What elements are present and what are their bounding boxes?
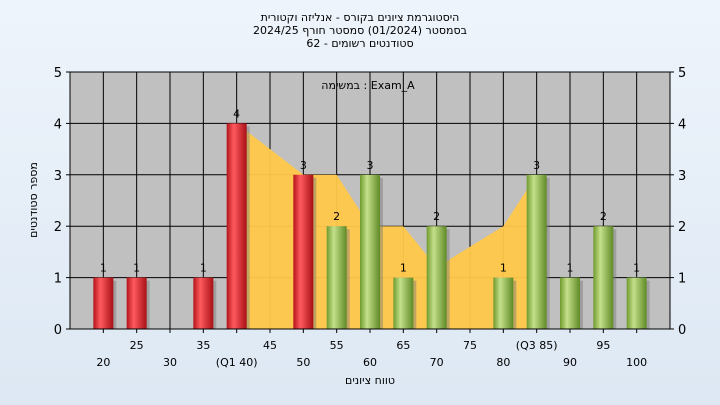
x-tick-label-30: 30 (163, 356, 177, 369)
y-ticks-right: 0 1 2 3 4 5 (670, 66, 686, 338)
data-label-70: 2 (433, 210, 440, 223)
data-label-85: 3 (533, 159, 540, 172)
bar-40 (226, 123, 247, 330)
x-tick-label-90: 90 (563, 356, 577, 369)
data-label-20: 1 (100, 262, 107, 275)
x-tick-label-100: 100 (626, 356, 647, 369)
y-tick-label-right: 5 (678, 66, 686, 81)
data-labels-group: 1 1 1 4 3 2 3 1 2 1 3 1 2 1 (100, 107, 640, 274)
x-tick-label-80: 80 (496, 356, 510, 369)
x-tick-label-40: (Q1 40) (216, 356, 258, 369)
bar-35 (193, 277, 214, 329)
y-tick-label-right: 4 (678, 117, 686, 132)
y-tick-label-right: 3 (678, 169, 686, 184)
x-tick-label-20: 20 (96, 356, 110, 369)
chart-title-line-3: סטודנטים רשומים - 62 (306, 37, 413, 50)
bar-70 (426, 226, 447, 329)
bar-20 (93, 277, 114, 329)
x-axis-label: טווח ציונים (345, 374, 395, 387)
chart-title-line-2: בסמסטר (01/2024) סמסטר חורף 2024/25 (253, 24, 467, 37)
y-tick-label-left: 2 (54, 220, 62, 235)
bar-90 (560, 277, 580, 329)
y-tick-label-right: 0 (678, 323, 686, 338)
bar-50 (293, 174, 314, 329)
data-label-90: 1 (567, 262, 574, 275)
x-tick-label-45: 45 (263, 339, 277, 352)
data-label-60: 3 (367, 159, 374, 172)
x-tick-label-25: 25 (130, 339, 144, 352)
y-tick-label-left: 3 (54, 169, 62, 184)
x-tick-label-95: 95 (596, 339, 610, 352)
data-label-100: 1 (633, 262, 640, 275)
chart-title-line-1: היסטוגרמת ציונים בקורס - אנליזה וקטורית (261, 11, 460, 24)
data-label-50: 3 (300, 159, 307, 172)
data-label-80: 1 (500, 262, 507, 275)
data-label-55: 2 (333, 210, 340, 223)
bar-85 (526, 174, 547, 329)
data-label-35: 1 (200, 262, 207, 275)
bars-group (93, 123, 650, 330)
x-tick-label-35: 35 (196, 339, 210, 352)
x-tick-label-50: 50 (296, 356, 310, 369)
bar-65 (393, 277, 414, 329)
data-label-65: 1 (400, 262, 407, 275)
x-ticks: 20 25 30 35 (Q1 40) 45 50 55 60 65 70 75 80 (Q3 85) 90… (96, 329, 647, 369)
bar-25 (126, 277, 147, 329)
bar-55 (326, 226, 347, 329)
data-label-25: 1 (133, 262, 140, 275)
chart-annotation: במשימה : Exam_A (321, 79, 415, 92)
y-tick-label-left: 5 (54, 66, 62, 81)
bar-60 (360, 174, 380, 329)
y-tick-label-right: 1 (678, 272, 686, 287)
bar-95 (593, 226, 614, 329)
y-tick-label-left: 0 (54, 323, 62, 338)
x-tick-label-65: 65 (396, 339, 410, 352)
x-tick-label-75: 75 (463, 339, 477, 352)
data-label-95: 2 (600, 210, 607, 223)
y-tick-label-right: 2 (678, 220, 686, 235)
bar-100 (626, 277, 647, 329)
y-ticks-left: 0 1 2 3 4 5 (54, 66, 70, 338)
x-tick-label-85: (Q3 85) (516, 339, 558, 352)
x-tick-label-55: 55 (330, 339, 344, 352)
y-tick-label-left: 4 (54, 117, 62, 132)
x-tick-label-70: 70 (430, 356, 444, 369)
data-label-40: 4 (233, 107, 240, 120)
y-axis-label: מספר סטודנטים (27, 162, 40, 238)
y-tick-label-left: 1 (54, 272, 62, 287)
x-tick-label-60: 60 (363, 356, 377, 369)
bar-80 (493, 277, 514, 329)
